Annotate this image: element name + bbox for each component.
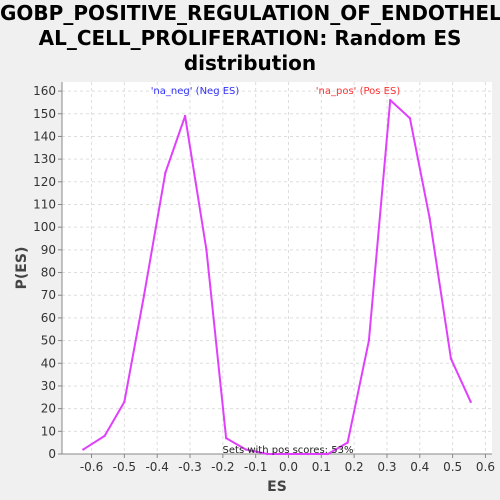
x-tick-label: -0.3: [178, 460, 201, 474]
x-tick-label: -0.4: [145, 460, 168, 474]
chart-title-line-1: GOBP_POSITIVE_REGULATION_OF_ENDOTHELI: [0, 1, 500, 25]
data-point: [469, 400, 472, 404]
y-tick-label: 20: [41, 402, 56, 416]
pos-scores-annotation: Sets with pos scores: 53%: [223, 445, 354, 456]
y-tick-label: 90: [41, 243, 56, 257]
data-point: [183, 114, 187, 118]
x-tick-label: -0.6: [80, 460, 103, 474]
data-point: [123, 400, 126, 404]
x-tick-label: 0.2: [345, 460, 364, 474]
chart-title-line-3: distribution: [183, 51, 317, 75]
data-point: [244, 448, 248, 451]
y-axis-ticks: 0 10 20 30 40 50 60 70 80 90 100 110 120 130 140 150 160: [33, 84, 62, 461]
data-point: [164, 171, 167, 174]
data-point: [346, 441, 349, 444]
series-group: [82, 98, 472, 456]
y-tick-label: 120: [33, 175, 56, 189]
data-point: [408, 117, 412, 120]
y-tick-label: 40: [41, 356, 56, 370]
data-point: [326, 452, 330, 456]
y-tick-label: 60: [41, 311, 56, 325]
x-tick-label: -0.2: [211, 460, 234, 474]
data-point: [428, 216, 431, 220]
x-tick-label: -0.5: [113, 460, 136, 474]
legend-pos: 'na_pos' (Pos ES): [316, 86, 401, 97]
x-tick-label: 0.3: [377, 460, 396, 474]
x-tick-label: -0.1: [244, 460, 267, 474]
data-point: [103, 434, 106, 438]
chart-title: GOBP_POSITIVE_REGULATION_OF_ENDOTHELI AL…: [0, 0, 500, 76]
y-tick-label: 150: [33, 107, 56, 121]
data-point: [287, 452, 290, 456]
data-point: [224, 436, 228, 440]
data-point: [449, 357, 453, 360]
x-tick-label: 0.0: [279, 460, 298, 474]
y-tick-label: 110: [33, 197, 56, 211]
y-axis-title: P(ES): [14, 247, 30, 290]
y-tick-label: 0: [48, 447, 56, 461]
y-tick-label: 50: [41, 334, 56, 348]
x-axis-ticks: -0.6 -0.5 -0.4 -0.3 -0.2 -0.1 0.0 0.1 0.2 0.3 0.4 0…: [80, 454, 495, 474]
x-tick-label: 0.6: [476, 460, 495, 474]
data-point: [205, 248, 208, 252]
x-tick-label: 0.5: [443, 460, 462, 474]
data-point: [367, 339, 371, 342]
data-point: [306, 452, 310, 456]
plot-area: [62, 82, 492, 454]
x-axis-title: ES: [267, 479, 287, 495]
y-tick-label: 70: [41, 288, 56, 302]
data-point: [142, 294, 146, 297]
y-tick-label: 140: [33, 129, 56, 143]
y-tick-label: 30: [41, 379, 56, 393]
chart-title-line-2: AL_CELL_PROLIFERATION: Random ES: [38, 26, 462, 50]
y-tick-label: 160: [33, 84, 56, 98]
x-tick-label: 0.4: [410, 460, 429, 474]
y-tick-label: 130: [33, 152, 56, 166]
data-point: [389, 98, 392, 102]
data-point: [265, 452, 269, 456]
y-tick-label: 100: [33, 220, 56, 234]
x-tick-label: 0.1: [312, 460, 331, 474]
y-tick-label: 10: [41, 424, 56, 438]
data-point: [82, 448, 85, 451]
legend-neg: 'na_neg' (Neg ES): [151, 86, 240, 97]
series-line: [82, 99, 472, 455]
y-tick-label: 80: [41, 266, 56, 280]
